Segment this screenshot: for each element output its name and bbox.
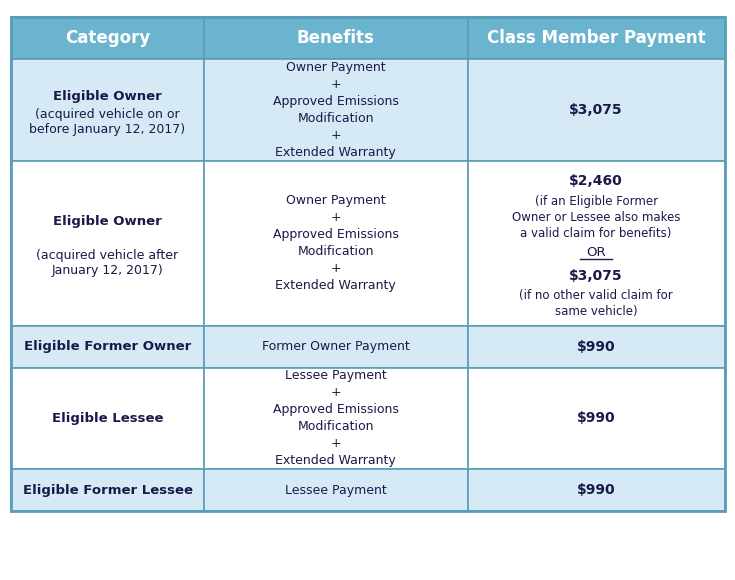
- Text: Class Member Payment: Class Member Payment: [487, 29, 706, 48]
- Bar: [11, 326, 204, 368]
- Bar: [204, 161, 467, 326]
- Text: Category: Category: [65, 29, 150, 48]
- Bar: [204, 17, 467, 59]
- Bar: [204, 469, 467, 511]
- Bar: [467, 469, 725, 511]
- Text: Eligible Former Lessee: Eligible Former Lessee: [23, 484, 193, 496]
- Text: Lessee Payment
+
Approved Emissions
Modification
+
Extended Warranty: Lessee Payment + Approved Emissions Modi…: [273, 369, 399, 467]
- Text: $990: $990: [577, 483, 615, 497]
- Text: Former Owner Payment: Former Owner Payment: [262, 340, 409, 353]
- Text: Owner Payment
+
Approved Emissions
Modification
+
Extended Warranty: Owner Payment + Approved Emissions Modif…: [273, 194, 399, 292]
- Bar: [204, 368, 467, 469]
- Text: (if an Eligible Former
Owner or Lessee also makes
a valid claim for benefits): (if an Eligible Former Owner or Lessee a…: [512, 195, 681, 240]
- Text: $3,075: $3,075: [570, 269, 623, 283]
- Bar: [467, 161, 725, 326]
- Text: Benefits: Benefits: [297, 29, 375, 48]
- Bar: [467, 368, 725, 469]
- Text: Owner Payment
+
Approved Emissions
Modification
+
Extended Warranty: Owner Payment + Approved Emissions Modif…: [273, 61, 399, 159]
- Text: $990: $990: [577, 340, 615, 354]
- Text: Lessee Payment: Lessee Payment: [285, 484, 387, 496]
- Text: Eligible Former Owner: Eligible Former Owner: [24, 340, 191, 353]
- Bar: [11, 17, 725, 511]
- Bar: [11, 469, 204, 511]
- Text: $2,460: $2,460: [570, 174, 623, 188]
- Bar: [11, 59, 204, 161]
- Bar: [11, 161, 204, 326]
- Text: Eligible Owner: Eligible Owner: [53, 90, 162, 103]
- Bar: [11, 17, 204, 59]
- Text: Eligible Owner: Eligible Owner: [53, 215, 162, 229]
- Bar: [467, 59, 725, 161]
- Text: (if no other valid claim for
same vehicle): (if no other valid claim for same vehicl…: [520, 289, 673, 318]
- Text: Eligible Lessee: Eligible Lessee: [51, 412, 163, 425]
- Bar: [467, 326, 725, 368]
- Bar: [11, 368, 204, 469]
- Text: (acquired vehicle after
January 12, 2017): (acquired vehicle after January 12, 2017…: [37, 249, 179, 277]
- Text: $990: $990: [577, 411, 615, 426]
- Bar: [204, 59, 467, 161]
- Bar: [467, 17, 725, 59]
- Bar: [204, 326, 467, 368]
- Text: $3,075: $3,075: [570, 103, 623, 117]
- Text: (acquired vehicle on or
before January 12, 2017): (acquired vehicle on or before January 1…: [29, 108, 186, 136]
- Text: OR: OR: [587, 246, 606, 259]
